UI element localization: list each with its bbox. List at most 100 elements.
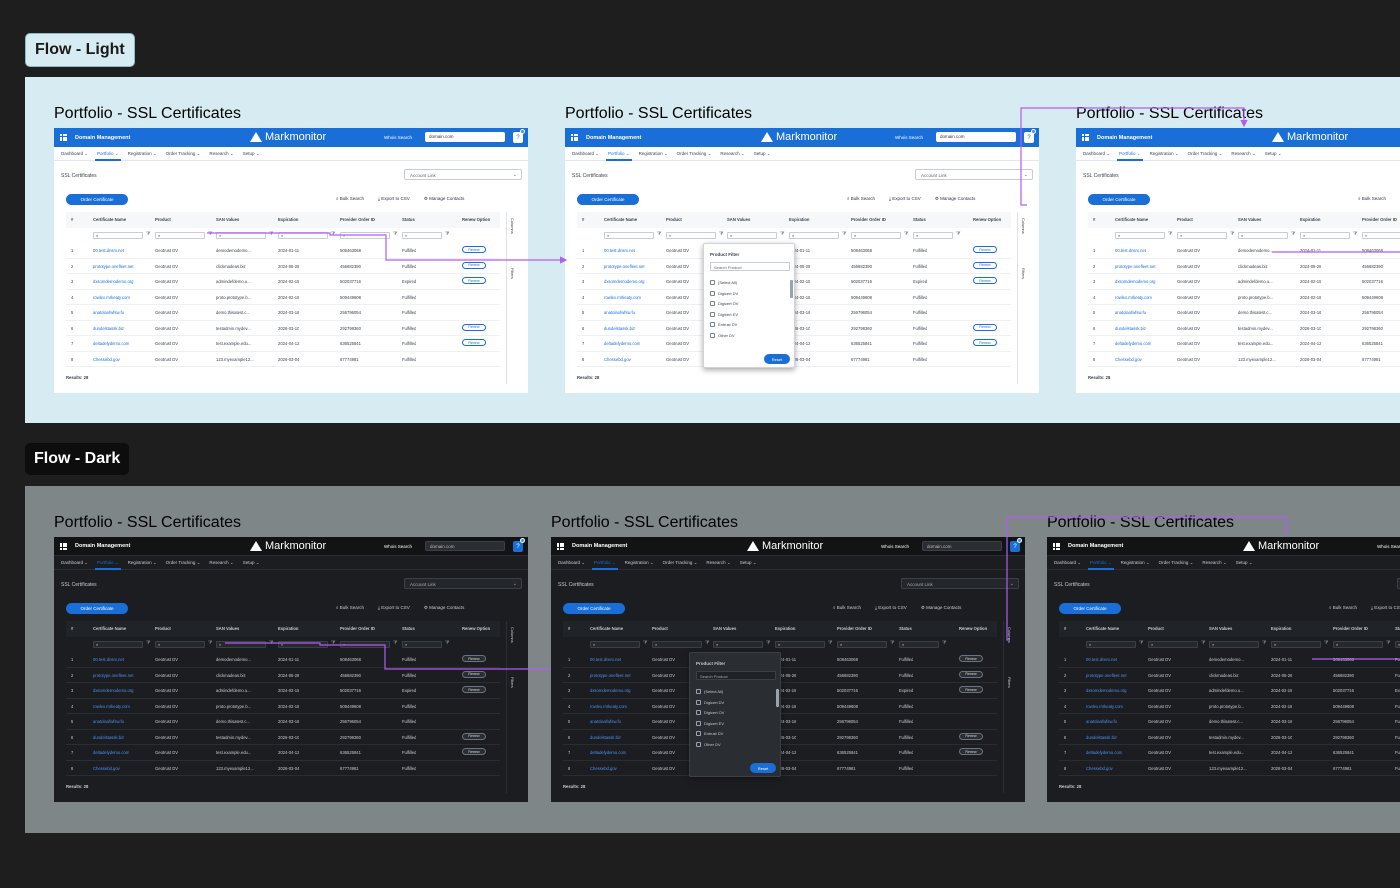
column-header-4[interactable]: Expiration: [775, 626, 796, 631]
nav-item-2[interactable]: Registration ⌄: [638, 150, 668, 156]
column-header-2[interactable]: Product: [652, 626, 668, 631]
filter-funnel-icon[interactable]: ⧩: [208, 230, 213, 237]
account-select[interactable]: Account Link ⌄: [915, 169, 1033, 180]
column-header-1[interactable]: Certificate Name: [1086, 626, 1120, 631]
filter-funnel-icon[interactable]: ⧩: [766, 639, 771, 646]
column-filter-input-6[interactable]: ⌕: [913, 231, 953, 239]
cell-name[interactable]: prototype.onefleet.net: [93, 672, 134, 678]
filters-panel-tab[interactable]: Filters: [510, 268, 515, 279]
apps-grid-icon[interactable]: [60, 542, 67, 550]
cell-name[interactable]: rowlex.mrkeaty.com: [93, 294, 130, 300]
column-filter-input-5[interactable]: ⌕: [837, 640, 887, 648]
column-filter-input-1[interactable]: ⌕: [1115, 231, 1165, 239]
column-header-0[interactable]: #: [71, 626, 74, 631]
nav-item-2[interactable]: Registration ⌄: [127, 559, 157, 565]
filter-funnel-icon[interactable]: ⧩: [942, 639, 947, 646]
nav-item-1[interactable]: Portfolio ⌄: [1088, 559, 1114, 570]
nav-item-1[interactable]: Portfolio ⌄: [95, 559, 121, 570]
apps-grid-icon[interactable]: [60, 134, 67, 141]
nav-item-5[interactable]: Setup ⌄: [753, 150, 771, 156]
cell-name[interactable]: rowlex.mrkeaty.com: [590, 703, 627, 709]
flow-dark-label[interactable]: Flow - Dark: [25, 443, 130, 475]
column-header-5[interactable]: Provider Order ID: [851, 217, 886, 222]
brand-logo[interactable]: Markmonitor: [250, 540, 326, 552]
export-csv-button[interactable]: ⤓ Export to CSV: [378, 196, 410, 201]
column-header-4[interactable]: Expiration: [1271, 626, 1292, 631]
brand-logo[interactable]: Markmonitor: [1272, 131, 1348, 143]
manage-contacts-button[interactable]: ⚙ Manage Contacts: [423, 605, 465, 610]
column-filter-input-4[interactable]: ⌕: [1300, 231, 1350, 239]
filter-funnel-icon[interactable]: ⧩: [208, 639, 213, 646]
cell-name[interactable]: anatolaofwfsw.fu: [1115, 310, 1146, 315]
nav-item-5[interactable]: Setup ⌄: [242, 559, 260, 565]
checkbox-icon[interactable]: [696, 699, 701, 705]
nav-item-4[interactable]: Research ⌄: [1231, 150, 1256, 156]
column-header-5[interactable]: Provider Order ID: [340, 626, 375, 631]
nav-item-4[interactable]: Research ⌄: [209, 150, 234, 156]
cell-name[interactable]: dxsomdemodemo.org: [93, 279, 134, 284]
column-header-2[interactable]: Product: [1177, 217, 1193, 222]
cell-name[interactable]: dundelstassk.biz: [590, 734, 621, 740]
filter-funnel-icon[interactable]: ⧩: [842, 230, 847, 237]
cell-name[interactable]: dxsomdemodemo.org: [1115, 279, 1156, 284]
cell-name[interactable]: dxsomdemodemo.org: [93, 688, 134, 693]
cell-name[interactable]: 00.test.dnsrx.net: [93, 248, 124, 253]
whois-search-input[interactable]: domain.com: [922, 541, 1002, 551]
filters-panel-tab[interactable]: Filters: [1007, 677, 1012, 688]
column-header-6[interactable]: Status: [1395, 626, 1400, 631]
checkbox-icon[interactable]: [696, 741, 701, 747]
product-filter-option[interactable]: Digicert EV: [710, 311, 738, 317]
checkbox-icon[interactable]: [710, 280, 715, 285]
product-filter-option[interactable]: Digicert DV: [710, 290, 738, 296]
cell-name[interactable]: Chessebd.gov: [93, 356, 120, 362]
cell-name[interactable]: deltadelydemo.com: [604, 341, 641, 346]
column-header-7[interactable]: Renew Option: [959, 626, 988, 631]
column-filter-input-1[interactable]: ⌕: [93, 231, 143, 239]
product-filter-search[interactable]: Search Product: [696, 671, 776, 680]
cell-name[interactable]: anatolaofwfsw.fu: [1086, 719, 1117, 724]
order-certificate-button[interactable]: Order Certificate: [1088, 194, 1150, 205]
column-header-4[interactable]: Expiration: [278, 217, 299, 222]
columns-panel-tab[interactable]: Columns: [510, 218, 515, 234]
product-filter-option[interactable]: (Select All): [710, 280, 737, 285]
column-header-5[interactable]: Provider Order ID: [1362, 217, 1397, 222]
account-select[interactable]: Account Link ⌄: [404, 169, 522, 180]
renew-button[interactable]: Renew: [462, 655, 486, 662]
cell-name[interactable]: deltadelydemo.com: [590, 750, 627, 755]
filter-funnel-icon[interactable]: ⧩: [146, 230, 151, 237]
cell-name[interactable]: 00.test.dnsrx.net: [604, 248, 635, 253]
column-filter-input-6[interactable]: ⌕: [899, 640, 939, 648]
column-filter-input-5[interactable]: ⌕: [851, 231, 901, 239]
nav-item-2[interactable]: Registration ⌄: [1149, 150, 1179, 156]
filter-funnel-icon[interactable]: ⧩: [331, 639, 336, 646]
manage-contacts-button[interactable]: ⚙ Manage Contacts: [934, 196, 976, 201]
nav-item-5[interactable]: Setup ⌄: [242, 150, 260, 156]
brand-logo[interactable]: Markmonitor: [747, 540, 823, 552]
cell-name[interactable]: dxsomdemodemo.org: [1086, 688, 1127, 693]
filter-funnel-icon[interactable]: ⧩: [780, 230, 785, 237]
column-header-3[interactable]: SAN Values: [216, 217, 240, 222]
column-header-4[interactable]: Expiration: [1300, 217, 1321, 222]
cell-name[interactable]: dundelstassk.biz: [1086, 734, 1117, 740]
renew-button[interactable]: Renew: [462, 732, 486, 740]
manage-contacts-button[interactable]: ⚙ Manage Contacts: [423, 196, 465, 201]
filter-funnel-icon[interactable]: ⧩: [1230, 230, 1235, 237]
column-header-2[interactable]: Product: [155, 626, 171, 631]
cell-name[interactable]: dundelstassk.biz: [604, 325, 635, 331]
flow-light-label[interactable]: Flow - Light: [25, 33, 135, 67]
filter-funnel-icon[interactable]: ⧩: [643, 639, 648, 646]
cell-name[interactable]: 00.test.dnsrx.net: [590, 657, 621, 662]
filter-funnel-icon[interactable]: ⧩: [146, 639, 151, 646]
apps-grid-icon[interactable]: [1082, 134, 1089, 141]
checkbox-icon[interactable]: [710, 332, 715, 338]
column-header-0[interactable]: #: [582, 217, 585, 222]
filter-funnel-icon[interactable]: ⧩: [1139, 639, 1144, 646]
product-filter-option[interactable]: Other DV: [696, 741, 721, 747]
column-filter-input-3[interactable]: ⌕: [727, 231, 777, 239]
column-header-7[interactable]: Renew Option: [462, 217, 491, 222]
nav-item-1[interactable]: Portfolio ⌄: [592, 559, 618, 570]
filter-funnel-icon[interactable]: ⧩: [331, 230, 336, 237]
cell-name[interactable]: prototype.onefleet.net: [604, 263, 645, 269]
cell-name[interactable]: anatolaofwfsw.fu: [604, 310, 635, 315]
renew-button[interactable]: Renew: [462, 339, 486, 346]
